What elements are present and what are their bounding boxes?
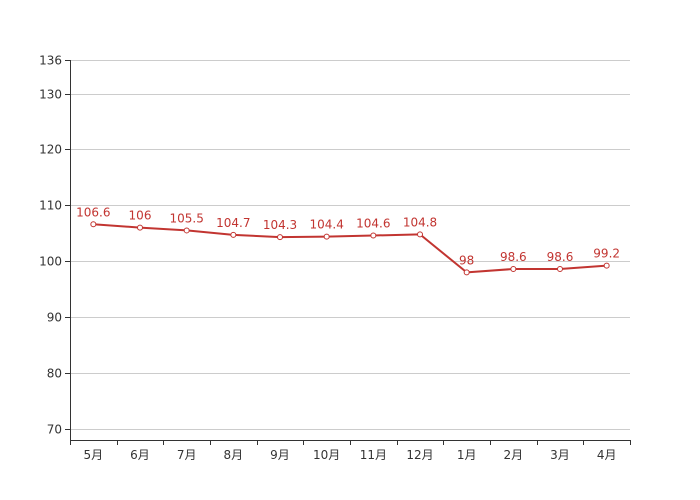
data-point[interactable] — [323, 233, 330, 240]
y-tick-label: 136 — [39, 54, 62, 68]
x-tick-label: 2月 — [504, 448, 524, 462]
x-tick-label: 1月 — [457, 448, 477, 462]
series-line-layer — [93, 223, 607, 274]
data-label: 104.3 — [263, 218, 297, 232]
x-tick-labels: 5月 6月 7月 8月 9月 10月 11月 12月 1月 2月 3月 4月 — [84, 448, 617, 462]
data-point[interactable] — [137, 224, 143, 231]
x-tick-label: 9月 — [270, 448, 290, 462]
data-label: 104.7 — [216, 216, 250, 230]
data-point[interactable] — [417, 231, 423, 238]
x-tick-label: 3月 — [550, 448, 570, 462]
y-tick-label: 130 — [39, 88, 62, 102]
data-point[interactable] — [603, 262, 610, 269]
axes — [65, 60, 631, 445]
data-point[interactable] — [90, 221, 97, 228]
x-tick-label: 7月 — [177, 448, 197, 462]
x-tick-label: 10月 — [313, 448, 340, 462]
data-label: 98.6 — [547, 250, 574, 264]
x-tick-label: 5月 — [84, 448, 104, 462]
y-tick-label: 120 — [39, 143, 62, 157]
x-tick-label: 8月 — [224, 448, 244, 462]
y-tick-label: 80 — [47, 367, 62, 381]
y-tick-label: 70 — [47, 423, 62, 437]
data-label: 98 — [459, 253, 474, 267]
data-label: 106.6 — [76, 205, 110, 219]
data-point[interactable] — [557, 266, 563, 272]
x-tick-label: 12月 — [406, 448, 433, 462]
y-tick-label: 100 — [39, 255, 62, 269]
data-point[interactable] — [510, 266, 517, 272]
x-tick-label: 4月 — [597, 448, 617, 462]
data-point[interactable] — [277, 234, 283, 241]
data-point[interactable] — [370, 232, 377, 239]
data-point[interactable] — [230, 231, 237, 238]
data-label: 106 — [129, 209, 152, 223]
data-label: 104.4 — [309, 218, 343, 232]
y-tick-label: 110 — [39, 199, 62, 213]
data-point[interactable] — [183, 227, 190, 234]
x-tick-label: 11月 — [360, 448, 387, 462]
data-label: 99.2 — [593, 247, 620, 261]
data-label: 104.6 — [356, 216, 390, 230]
data-labels: 106.6 106 105.5 104.7 104.3 104.4 104.6 104.8 98… — [76, 205, 620, 267]
y-tick-label: 90 — [47, 311, 62, 325]
data-label: 98.6 — [500, 250, 527, 264]
data-point[interactable] — [463, 269, 470, 276]
data-points — [90, 221, 610, 276]
series-line — [93, 223, 607, 274]
data-label: 105.5 — [169, 211, 203, 225]
data-label: 104.8 — [403, 215, 437, 229]
grid-lines — [70, 60, 630, 430]
y-tick-labels: 70 80 90 100 110 120 130 136 — [39, 54, 62, 437]
x-tick-label: 6月 — [130, 448, 150, 462]
